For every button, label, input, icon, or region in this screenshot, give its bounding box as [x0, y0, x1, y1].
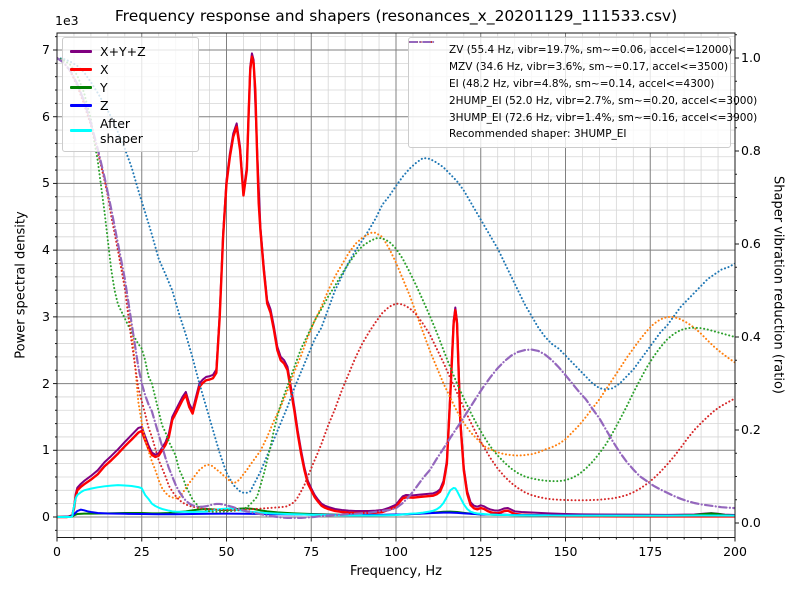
- legend-main: X+Y+Z X Y Z After shaper: [62, 37, 199, 152]
- legend-item-x-y-z: X+Y+Z: [70, 42, 191, 60]
- x-tick-label: 100: [384, 544, 408, 559]
- curve-3hump-ei: [57, 56, 735, 519]
- legend-item-label: Y: [100, 79, 108, 95]
- legend-item-2hump-ei: 2HUMP_EI (52.0 Hz, vibr=2.7%, sm~=0.20, …: [409, 41, 757, 109]
- y-left-tick-label: 1: [42, 442, 50, 458]
- y-left-tick-label: 4: [42, 242, 50, 258]
- legend-item-label: 3HUMP_EI (72.6 Hz, vibr=1.4%, sm~=0.16, …: [449, 111, 758, 124]
- legend-item-label: ZV (55.4 Hz, vibr=19.7%, sm~=0.06, accel…: [449, 44, 733, 57]
- x-tick-label: 75: [303, 544, 320, 559]
- legend-shapers: ZV (55.4 Hz, vibr=19.7%, sm~=0.06, accel…: [408, 37, 757, 148]
- y-left-tick-label: 6: [42, 108, 50, 124]
- y-right-tick-label: 0.6: [741, 236, 761, 251]
- legend-item-label: X: [100, 61, 109, 77]
- x-axis-label: Frequency, Hz: [349, 564, 443, 579]
- legend-item-mzv: MZV (34.6 Hz, vibr=3.6%, sm~=0.17, accel…: [409, 41, 728, 76]
- legend-item-label: Z: [100, 97, 109, 113]
- legend-line-sample: [70, 103, 92, 107]
- y-left-tick-label: 2: [42, 375, 50, 391]
- legend-item-label: X+Y+Z: [100, 43, 146, 59]
- y-right-tick-label: 0.2: [741, 422, 761, 437]
- curves-group: [57, 52, 735, 519]
- curve-mzv: [57, 57, 735, 500]
- x-tick-label: 25: [133, 544, 150, 559]
- legend-line-sample: [70, 49, 92, 53]
- y-left-tick-label: 5: [42, 175, 50, 191]
- legend-item-label: 2HUMP_EI (52.0 Hz, vibr=2.7%, sm~=0.20, …: [449, 94, 758, 107]
- x-tick-label: 50: [218, 544, 235, 559]
- y-left-tick-label: 0: [42, 509, 50, 524]
- legend-item-label: EI (48.2 Hz, vibr=4.8%, sm~=0.14, accel<…: [449, 77, 715, 90]
- legend-item-z: Z: [70, 96, 191, 114]
- y-right-tick-label: 0.8: [741, 143, 761, 158]
- legend-item-label: Recommended shaper: 3HUMP_EI: [449, 128, 627, 141]
- legend-item-x: X: [70, 60, 191, 78]
- chart-title: Frequency response and shapers (resonanc…: [114, 7, 678, 25]
- legend-line-sample: [70, 129, 92, 132]
- x-tick-label: 200: [723, 544, 747, 559]
- y-axis-offset-label: 1e3: [55, 13, 79, 28]
- y-left-tick-label: 7: [42, 42, 50, 57]
- legend-recommended-note: Recommended shaper: 3HUMP_EI: [416, 126, 723, 143]
- legend-item-zv: ZV (55.4 Hz, vibr=19.7%, sm~=0.06, accel…: [409, 41, 732, 59]
- y-axis-label-left: Power spectral density: [13, 211, 29, 359]
- y-left-tick-label: 3: [42, 308, 50, 324]
- legend-item-after-shaper: After shaper: [70, 114, 191, 147]
- y-right-tick-label: 0.0: [741, 515, 761, 530]
- legend-item-ei: EI (48.2 Hz, vibr=4.8%, sm~=0.14, accel<…: [409, 41, 723, 93]
- legend-item-3hump-ei: 3HUMP_EI (72.6 Hz, vibr=1.4%, sm~=0.16, …: [409, 41, 757, 126]
- legend-item-label: MZV (34.6 Hz, vibr=3.6%, sm~=0.17, accel…: [449, 61, 729, 74]
- y-axis-label-right: Shaper vibration reduction (ratio): [770, 176, 786, 394]
- curve-ei: [57, 57, 735, 513]
- x-tick-label: 150: [553, 544, 578, 559]
- legend-line-sample: [70, 67, 92, 71]
- legend-item-y: Y: [70, 78, 191, 96]
- x-tick-label: 125: [468, 544, 493, 559]
- curve-after-shaper: [57, 484, 735, 518]
- legend-line-sample: [70, 85, 92, 89]
- x-tick-label: 0: [53, 544, 61, 559]
- x-tick-label: 175: [638, 544, 663, 559]
- legend-item-label: After shaper: [100, 115, 143, 146]
- y-right-tick-label: 1.0: [741, 50, 761, 65]
- y-right-tick-label: 0.4: [741, 329, 761, 344]
